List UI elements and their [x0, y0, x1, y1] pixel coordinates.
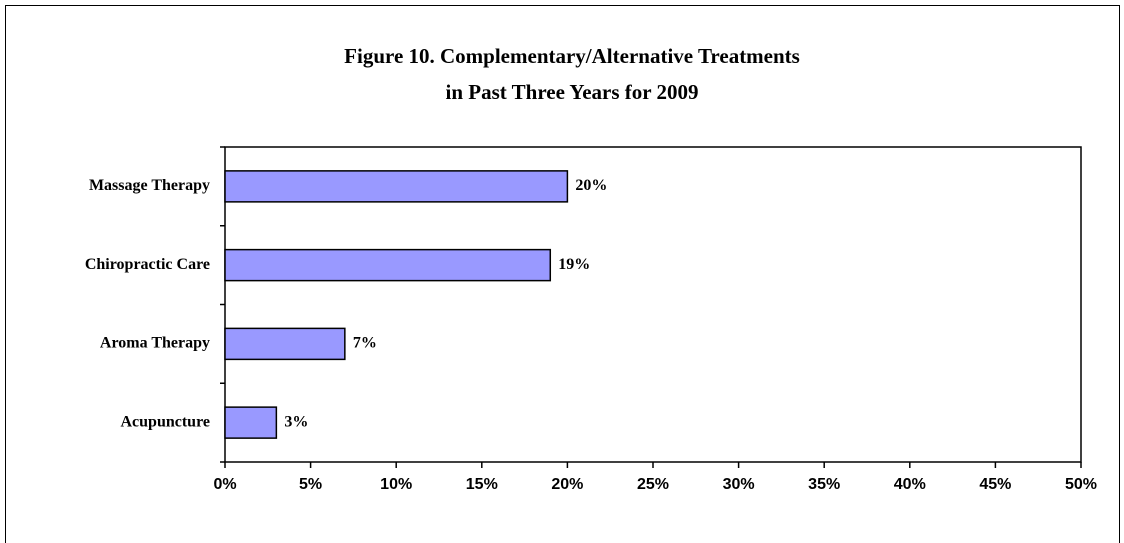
y-tick-label: Massage Therapy	[89, 177, 210, 194]
chart-title: Figure 10. Complementary/Alternative Tre…	[344, 44, 800, 68]
value-label: 20%	[575, 177, 607, 194]
x-tick-label: 10%	[380, 476, 412, 493]
bar	[224, 170, 569, 203]
x-tick-label: 50%	[1065, 476, 1097, 493]
x-tick-label: 5%	[299, 476, 322, 493]
x-tick-label: 40%	[894, 476, 926, 493]
x-tick-label: 45%	[979, 476, 1011, 493]
x-tick-label: 35%	[808, 476, 840, 493]
bar	[224, 327, 346, 361]
x-tick-label: 0%	[213, 476, 236, 493]
x-tick-label: 30%	[723, 476, 755, 493]
value-label: 3%	[284, 413, 308, 430]
x-tick-label: 15%	[466, 476, 498, 493]
bar	[224, 406, 278, 439]
y-tick-label: Chiropractic Care	[85, 256, 210, 273]
x-tick-label: 20%	[551, 476, 583, 493]
bar	[224, 248, 552, 282]
chart-frame	[5, 5, 1120, 543]
value-label: 7%	[353, 335, 377, 352]
x-tick-label: 25%	[637, 476, 669, 493]
y-tick-label: Aroma Therapy	[100, 335, 210, 352]
chart-title: in Past Three Years for 2009	[446, 80, 699, 104]
y-tick-label: Acupuncture	[121, 413, 211, 430]
value-label: 19%	[558, 256, 590, 273]
